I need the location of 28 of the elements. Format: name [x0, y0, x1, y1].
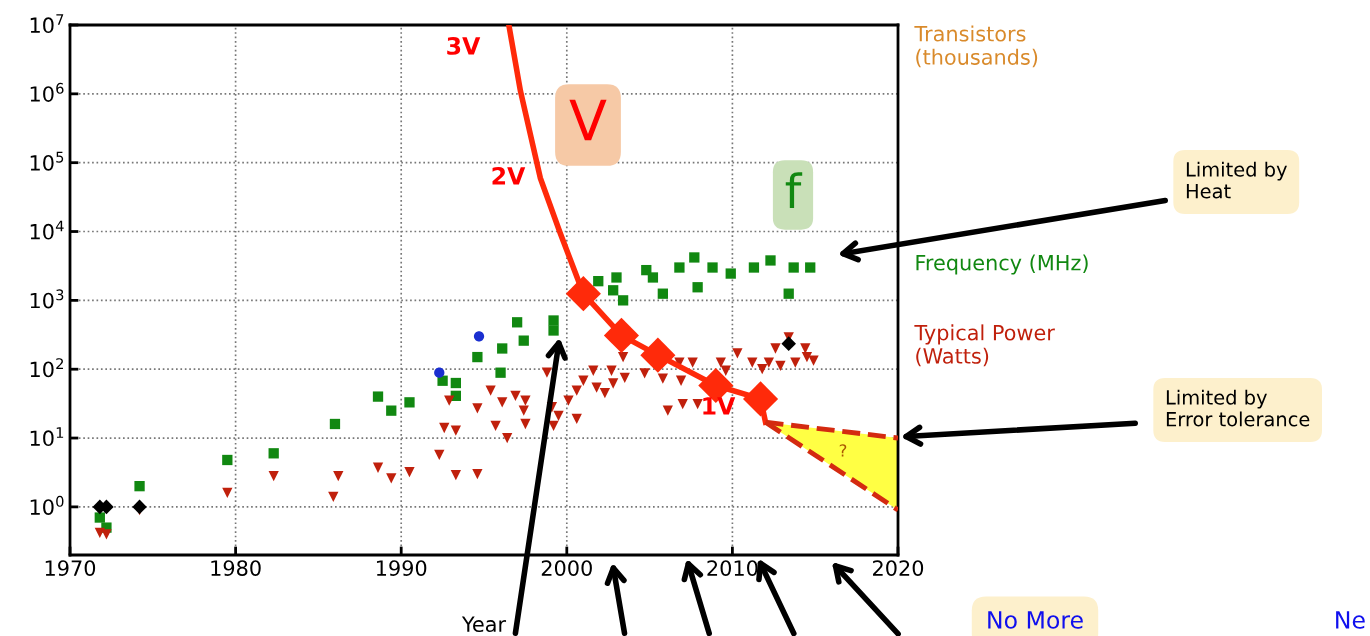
y-tick-label: 10$^{2}$: [30, 358, 63, 378]
y-tick-label: 10$^{3}$: [30, 289, 64, 309]
text: Frequency (MHz): [916, 254, 1088, 275]
x-tick-label: 1990: [376, 560, 427, 576]
x-axis-title: Year: [461, 616, 507, 633]
y-tick-label: 10$^{6}$: [30, 82, 64, 102]
y-tick-label: 10$^{4}$: [30, 220, 64, 240]
text: Limited by Error tolerance: [1166, 389, 1310, 427]
x-tick-label: 1980: [211, 560, 261, 576]
x-tick-label: 2020: [873, 560, 924, 576]
annotation: 1V: [703, 397, 736, 415]
annotation: ?: [839, 444, 847, 457]
x-tick-label: 1970: [45, 560, 96, 576]
text: Limited by Heat: [1186, 161, 1287, 199]
annotation: 2V: [492, 166, 526, 185]
text: No More: [988, 611, 1083, 629]
annotation: V: [569, 99, 607, 141]
x-tick-label: 2000: [541, 560, 592, 576]
y-tick-label: 10$^{0}$: [30, 495, 64, 515]
y-tick-label: 10$^{1}$: [30, 427, 64, 447]
y-tick-label: 10$^{5}$: [30, 151, 64, 171]
y-tick-label: 10$^{7}$: [30, 14, 64, 34]
annotation: 3V: [447, 36, 481, 55]
text: Ne: [1336, 611, 1365, 629]
x-tick-label: 2010: [707, 560, 758, 576]
text: Typical Power (Watts): [914, 324, 1055, 367]
annotation: f: [785, 172, 803, 209]
legend-label: Transistors (thousands): [914, 25, 1038, 68]
